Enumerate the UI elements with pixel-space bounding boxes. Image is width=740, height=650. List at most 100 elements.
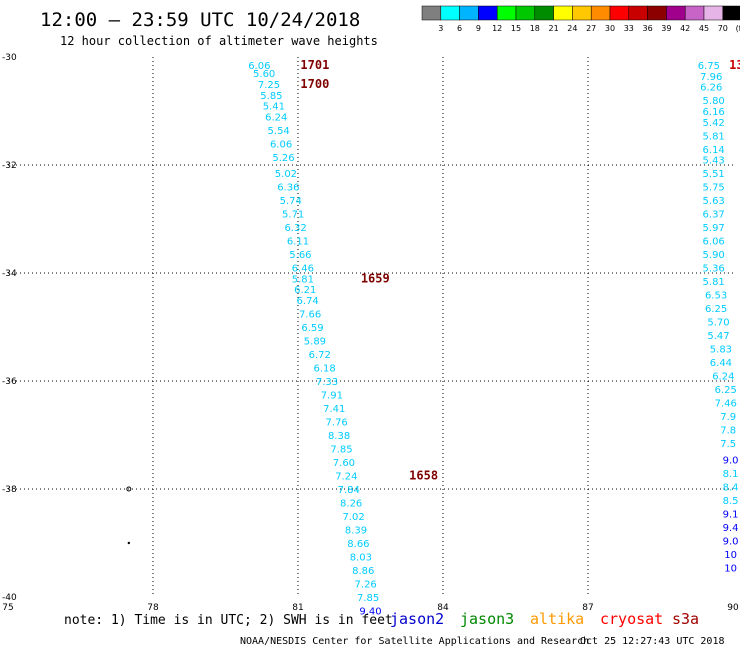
wave-height-value: 8.03 bbox=[350, 553, 372, 564]
wave-height-value: 5.89 bbox=[304, 337, 326, 348]
pass-time-label: 1701 bbox=[300, 58, 329, 72]
wave-height-value: 8.66 bbox=[347, 539, 369, 550]
wave-height-value: 6.75 bbox=[698, 61, 720, 72]
scale-swatch bbox=[515, 5, 536, 21]
wave-height-value: 5.90 bbox=[703, 250, 725, 261]
wave-height-value: 6.06 bbox=[248, 61, 270, 72]
wave-height-value: 6.26 bbox=[700, 83, 722, 94]
scale-label: 42 bbox=[680, 24, 690, 33]
wave-height-value: 6.06 bbox=[270, 139, 292, 150]
y-tick-label: -32 bbox=[2, 161, 17, 171]
x-tick-label: 90 bbox=[727, 603, 739, 613]
wave-height-value: 8.38 bbox=[328, 431, 350, 442]
scale-swatch bbox=[496, 5, 517, 21]
pass-time-label: 1658 bbox=[409, 469, 438, 483]
chart-subtitle: 12 hour collection of altimeter wave hei… bbox=[60, 34, 378, 48]
wave-height-value: 6.16 bbox=[703, 107, 725, 118]
scale-label: 9 bbox=[476, 24, 481, 33]
wave-height-value: 9.0 bbox=[723, 455, 739, 466]
scale-swatch bbox=[628, 5, 648, 21]
wave-height-value: 5.97 bbox=[703, 223, 725, 234]
wave-height-value: 9.4 bbox=[723, 523, 739, 534]
wave-height-value: 7.46 bbox=[715, 399, 737, 410]
legend-entry-s3a: s3a bbox=[672, 610, 699, 628]
data-points: 6.065.607.255.855.416.245.546.065.265.02… bbox=[248, 61, 738, 617]
wave-height-value: 5.80 bbox=[703, 96, 725, 107]
scale-label: 24 bbox=[567, 24, 577, 33]
scale-swatch bbox=[421, 5, 442, 21]
scale-label: 6 bbox=[457, 24, 462, 33]
wave-height-value: 5.63 bbox=[703, 196, 725, 207]
wave-height-value: 7.9 bbox=[720, 412, 736, 423]
wave-height-value: 6.44 bbox=[710, 358, 732, 369]
wave-height-value: 5.81 bbox=[703, 277, 725, 288]
wave-height-value: 5.81 bbox=[703, 131, 725, 142]
wave-height-value: 9.40 bbox=[359, 607, 381, 618]
axis-ticks: 75 78 81 84 87 90 -30 -32 -34 -36 -38 -40 bbox=[2, 53, 739, 613]
scale-label: 27 bbox=[586, 24, 596, 33]
scale-label: 30 bbox=[605, 24, 615, 33]
wave-height-value: 7.85 bbox=[330, 445, 352, 456]
wave-height-value: 9.1 bbox=[723, 509, 739, 520]
wave-height-value: 5.47 bbox=[707, 331, 729, 342]
wave-height-value: 7.8 bbox=[720, 426, 736, 437]
wave-height-value: 5.36 bbox=[703, 264, 725, 275]
x-tick-label: 78 bbox=[147, 603, 159, 613]
wave-height-value: 7.96 bbox=[700, 72, 722, 83]
island-marker bbox=[126, 486, 132, 492]
grid-lines bbox=[8, 57, 733, 597]
wave-height-value: 6.06 bbox=[703, 237, 725, 248]
scale-swatch bbox=[647, 5, 667, 21]
wave-height-value: 8.39 bbox=[345, 526, 367, 537]
wave-height-value: 7.26 bbox=[355, 580, 377, 591]
scale-swatch bbox=[722, 5, 740, 21]
scale-label: 3 bbox=[438, 24, 443, 33]
wave-height-value: 6.25 bbox=[705, 304, 727, 315]
wave-height-value: 10 bbox=[724, 550, 737, 561]
wave-height-value: 6.25 bbox=[715, 385, 737, 396]
time-labels: 1701 1700 1659 1658 132 bbox=[300, 58, 740, 482]
wave-height-value: 6.72 bbox=[309, 350, 331, 361]
pass-time-label: 1700 bbox=[300, 77, 329, 91]
island-marker bbox=[127, 541, 131, 545]
wave-height-value: 5.85 bbox=[260, 91, 282, 102]
scale-label: 21 bbox=[549, 24, 559, 33]
wave-height-value: 5.81 bbox=[292, 274, 314, 285]
y-tick-label: -30 bbox=[2, 53, 17, 63]
wave-height-value: 6.24 bbox=[265, 112, 287, 123]
wave-height-value: 6.11 bbox=[287, 237, 309, 248]
scale-swatch bbox=[666, 5, 686, 21]
scale-swatch bbox=[703, 5, 724, 21]
wave-height-value: 7.85 bbox=[357, 593, 379, 604]
scale-label: 36 bbox=[643, 24, 653, 33]
wave-height-value: 6.46 bbox=[292, 264, 314, 275]
scale-swatch bbox=[534, 5, 554, 21]
wave-height-value: 7.76 bbox=[326, 418, 348, 429]
wave-height-value: 8.5 bbox=[723, 496, 739, 507]
timestamp: Oct 25 12:27:43 UTC 2018 bbox=[580, 636, 725, 647]
x-tick-label: 84 bbox=[437, 603, 449, 613]
wave-height-value: 5.26 bbox=[272, 153, 294, 164]
y-tick-label: -40 bbox=[2, 593, 17, 603]
x-tick-label: 75 bbox=[2, 603, 13, 613]
scale-label: (ft) bbox=[736, 24, 740, 33]
wave-height-value: 7.41 bbox=[323, 404, 345, 415]
wave-height-value: 5.83 bbox=[710, 345, 732, 356]
pass-time-label: 132 bbox=[729, 58, 740, 72]
scale-label: 33 bbox=[624, 24, 634, 33]
scale-label: 45 bbox=[699, 24, 709, 33]
wave-height-value: 5.60 bbox=[253, 69, 275, 80]
wave-height-value: 7.5 bbox=[720, 439, 736, 450]
scale-label: 70 bbox=[718, 24, 728, 33]
x-tick-label: 81 bbox=[292, 603, 303, 613]
wave-height-value: 5.74 bbox=[280, 196, 302, 207]
wave-height-value: 5.75 bbox=[703, 183, 725, 194]
wave-height-value: 7.25 bbox=[258, 80, 280, 91]
wave-height-value: 7.33 bbox=[316, 377, 338, 388]
y-tick-label: -36 bbox=[2, 377, 17, 387]
scale-swatch bbox=[553, 5, 573, 21]
scale-swatch bbox=[590, 5, 611, 21]
wave-height-value: 7.24 bbox=[335, 472, 357, 483]
